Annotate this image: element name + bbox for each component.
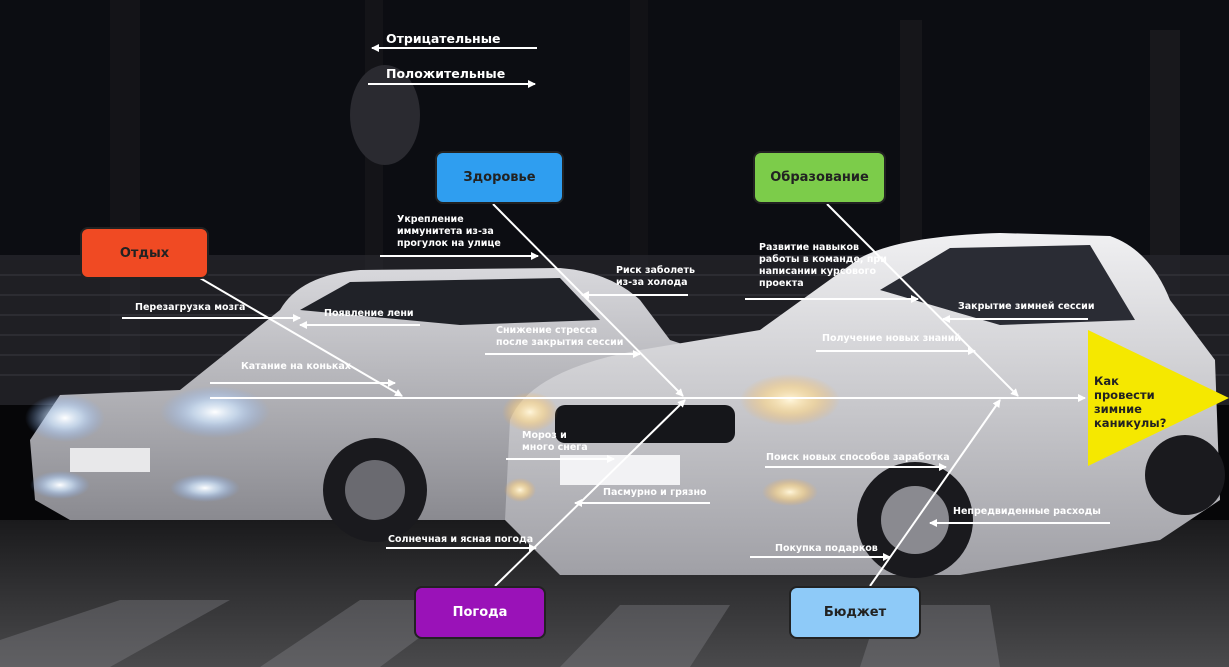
cause-label-weather-3: Солнечная и ясная погода	[388, 534, 534, 545]
effect-question: Как провести зимние каникулы?	[1094, 374, 1167, 430]
cause-label-health-2: Риск заболеть из-за холода	[616, 265, 696, 288]
bone-education	[826, 203, 1019, 397]
cause-label-weather-2: Пасмурно и грязно	[603, 487, 707, 498]
category-weather-label: Погода	[452, 605, 508, 620]
bone-health	[492, 203, 684, 397]
cause-label-weather-1: Мороз и много снега	[522, 430, 588, 453]
category-health-label: Здоровье	[463, 170, 536, 185]
cause-label-budget-2: Непредвиденные расходы	[953, 506, 1101, 517]
category-rest-label: Отдых	[119, 245, 170, 261]
cause-label-budget-1: Поиск новых способов заработка	[766, 452, 950, 463]
bone-weather	[494, 399, 686, 587]
category-budget-box: Бюджет	[789, 586, 921, 639]
legend-positive-label: Положительные	[386, 66, 506, 81]
category-education-box: Образование	[753, 151, 886, 204]
cause-label-rest-3: Катание на коньках	[241, 361, 351, 372]
category-health-box: Здоровье	[435, 151, 564, 204]
legend-negative-label: Отрицательные	[386, 31, 501, 46]
category-weather-box: Погода	[414, 586, 546, 639]
cause-label-education-1: Развитие навыков работы в команде, при н…	[759, 242, 887, 289]
bone-budget	[869, 399, 1001, 587]
cause-label-budget-3: Покупка подарков	[775, 543, 878, 554]
cause-label-health-1: Укрепление иммунитета из-за прогулок на …	[397, 214, 501, 249]
category-budget-label: Бюджет	[823, 605, 887, 620]
cause-label-health-3: Снижение стресса после закрытия сессии	[496, 325, 624, 348]
cause-label-rest-1: Перезагрузка мозга	[135, 302, 246, 313]
cause-label-education-3: Получение новых знаний	[822, 333, 962, 344]
bone-rest	[199, 277, 403, 397]
cause-label-rest-2: Появление лени	[324, 308, 414, 319]
category-education-label: Образование	[770, 170, 869, 185]
effect-head-triangle	[1088, 330, 1229, 466]
cause-label-education-2: Закрытие зимней сессии	[958, 301, 1095, 312]
category-rest-box: Отдых	[80, 227, 209, 279]
